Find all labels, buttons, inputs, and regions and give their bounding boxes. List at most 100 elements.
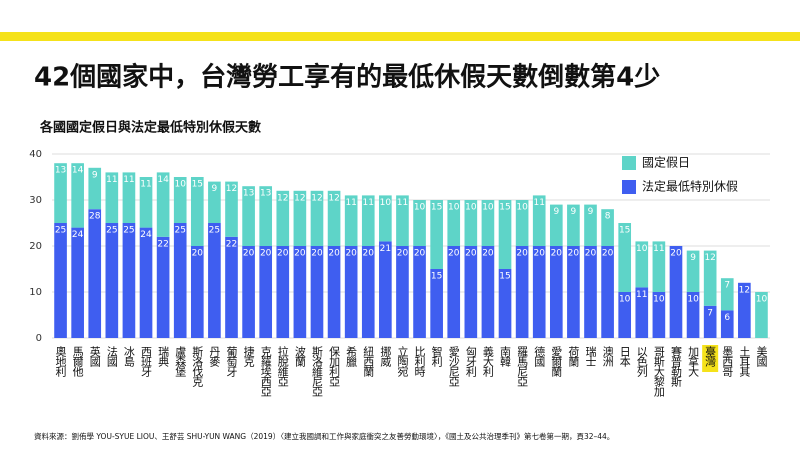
bar-segment bbox=[310, 190, 324, 246]
x-tick-label: 紐西蘭 bbox=[362, 346, 375, 378]
segment-label: 15 bbox=[192, 180, 203, 190]
x-tick-label: 法國 bbox=[105, 345, 118, 368]
x-tick-label: 羅馬尼亞 bbox=[516, 346, 529, 387]
bar-segment bbox=[413, 246, 426, 338]
segment-label: 11 bbox=[363, 198, 374, 208]
segment-label: 9 bbox=[571, 207, 577, 217]
x-tick-label: 義大利 bbox=[481, 345, 494, 377]
segment-label: 20 bbox=[311, 249, 323, 259]
bar-segment bbox=[464, 246, 478, 338]
segment-label: 24 bbox=[140, 230, 152, 240]
segment-label: 10 bbox=[619, 295, 631, 305]
bar-segment bbox=[652, 241, 666, 292]
bar-segment bbox=[139, 227, 153, 338]
segment-label: 6 bbox=[724, 313, 730, 323]
bar-segment bbox=[344, 195, 358, 246]
bar-segment bbox=[515, 246, 529, 338]
bar-segment bbox=[601, 246, 614, 338]
segment-label: 10 bbox=[636, 244, 648, 254]
top-band bbox=[0, 32, 800, 41]
segment-label: 20 bbox=[465, 249, 477, 259]
segment-label: 7 bbox=[724, 281, 730, 291]
bar-segment bbox=[430, 269, 443, 338]
segment-label: 25 bbox=[123, 226, 134, 236]
segment-label: 11 bbox=[397, 198, 408, 208]
bar-segment bbox=[361, 246, 375, 338]
bar-segment bbox=[413, 200, 426, 246]
segment-label: 11 bbox=[636, 290, 647, 300]
x-tick-label: 瑞士 bbox=[584, 345, 597, 366]
bar-segment bbox=[156, 172, 170, 237]
x-tick-label: 希臘 bbox=[345, 345, 358, 368]
bar-segment bbox=[122, 172, 136, 223]
segment-label: 20 bbox=[670, 249, 682, 259]
segment-label: 12 bbox=[226, 184, 237, 194]
segment-label: 20 bbox=[414, 249, 426, 259]
x-tick-label: 德國 bbox=[533, 345, 546, 368]
x-tick-label: 賽普勒斯 bbox=[669, 345, 682, 388]
segment-label: 11 bbox=[106, 175, 117, 185]
bar-segment bbox=[481, 246, 495, 338]
segment-label: 11 bbox=[533, 198, 544, 208]
bar-segment bbox=[567, 204, 580, 246]
segment-label: 20 bbox=[448, 249, 460, 259]
bar-segment bbox=[156, 236, 170, 338]
bar-segment bbox=[738, 282, 751, 338]
segment-label: 14 bbox=[157, 175, 169, 185]
segment-label: 20 bbox=[551, 249, 563, 259]
segment-label: 9 bbox=[553, 207, 559, 217]
segment-label: 12 bbox=[294, 193, 305, 203]
bar-segment bbox=[276, 246, 290, 338]
x-tick-label: 保加利亞 bbox=[328, 345, 341, 387]
bar-segment bbox=[293, 190, 307, 246]
bar-segment bbox=[208, 181, 221, 223]
x-tick-label: 斯洛伐克 bbox=[191, 346, 204, 387]
bar-segment bbox=[190, 177, 204, 246]
segment-label: 10 bbox=[687, 295, 699, 305]
segment-label: 12 bbox=[328, 193, 339, 203]
segment-label: 12 bbox=[704, 253, 715, 263]
segment-label: 10 bbox=[516, 203, 528, 213]
bar-segment bbox=[498, 269, 512, 338]
bar-segment bbox=[225, 236, 238, 338]
x-tick-label: 臺灣 bbox=[704, 345, 717, 368]
bar-segment bbox=[755, 292, 768, 338]
segment-label: 15 bbox=[431, 272, 442, 282]
segment-label: 7 bbox=[707, 308, 713, 318]
bar-segment bbox=[242, 246, 255, 338]
segment-label: 10 bbox=[414, 203, 426, 213]
bar-segment bbox=[379, 241, 392, 338]
bar-segment bbox=[225, 181, 238, 237]
segment-label: 15 bbox=[499, 272, 510, 282]
bar-segment bbox=[635, 241, 649, 288]
segment-label: 20 bbox=[294, 249, 306, 259]
bar-segment bbox=[122, 223, 136, 338]
x-tick-label: 丹麥 bbox=[208, 346, 221, 368]
x-tick-label: 瑞典 bbox=[157, 345, 170, 368]
bar-segment bbox=[242, 186, 255, 246]
segment-label: 20 bbox=[260, 249, 272, 259]
segment-label: 10 bbox=[448, 203, 460, 213]
segment-label: 20 bbox=[482, 249, 494, 259]
segment-label: 22 bbox=[226, 239, 237, 249]
bar-segment bbox=[293, 246, 307, 338]
segment-label: 20 bbox=[516, 249, 528, 259]
x-tick-label: 加拿大 bbox=[687, 346, 700, 377]
segment-label: 10 bbox=[756, 295, 768, 305]
x-tick-label: 英國 bbox=[88, 345, 101, 368]
bar-segment bbox=[652, 292, 666, 338]
bar-segment bbox=[71, 227, 84, 338]
segment-label: 20 bbox=[328, 249, 340, 259]
segment-label: 9 bbox=[690, 253, 696, 263]
bar-segment bbox=[105, 172, 119, 223]
bar-segment bbox=[71, 163, 84, 228]
chart-subtitle: 各國國定假日與法定最低特別休假天數 bbox=[39, 120, 261, 136]
bar-segment bbox=[549, 246, 563, 338]
bar-segment bbox=[327, 246, 341, 338]
x-tick-label: 挪威 bbox=[379, 345, 392, 368]
bar-segment bbox=[396, 195, 409, 246]
segment-label: 10 bbox=[380, 198, 392, 208]
x-tick-label: 土耳其 bbox=[738, 346, 751, 378]
segment-label: 24 bbox=[72, 230, 84, 240]
segment-label: 9 bbox=[92, 170, 98, 180]
